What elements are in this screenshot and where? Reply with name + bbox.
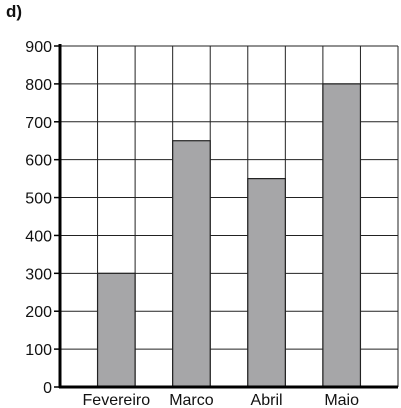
category-label-abril: Abril xyxy=(251,392,283,408)
y-tick-label-4: 400 xyxy=(25,228,52,245)
y-tick-label-6: 600 xyxy=(25,153,52,170)
y-tick-label-8: 800 xyxy=(25,77,52,94)
panel-label: d) xyxy=(6,2,23,21)
y-tick-labels: 0 100 200 300 400 500 600 700 800 900 xyxy=(25,39,52,397)
category-label-maio: Maio xyxy=(324,392,359,408)
bar-maio xyxy=(322,83,362,388)
bar-abril xyxy=(247,178,286,388)
category-label-marco: Marco xyxy=(169,392,214,408)
y-tick-label-5: 500 xyxy=(25,191,52,208)
category-label-fevereiro: Fevereiro xyxy=(83,392,151,408)
y-tick-label-9: 900 xyxy=(25,39,52,56)
category-labels: Fevereiro Marco Abril Maio xyxy=(83,392,360,408)
bar-marco xyxy=(172,140,211,388)
y-tick-label-3: 300 xyxy=(25,266,52,283)
y-tick-label-2: 200 xyxy=(25,304,52,321)
y-tick-label-1: 100 xyxy=(25,342,52,359)
y-tick-label-0: 0 xyxy=(43,380,52,397)
axes xyxy=(54,44,398,389)
y-tick-label-7: 700 xyxy=(25,115,52,132)
bar-fevereiro xyxy=(96,272,136,388)
